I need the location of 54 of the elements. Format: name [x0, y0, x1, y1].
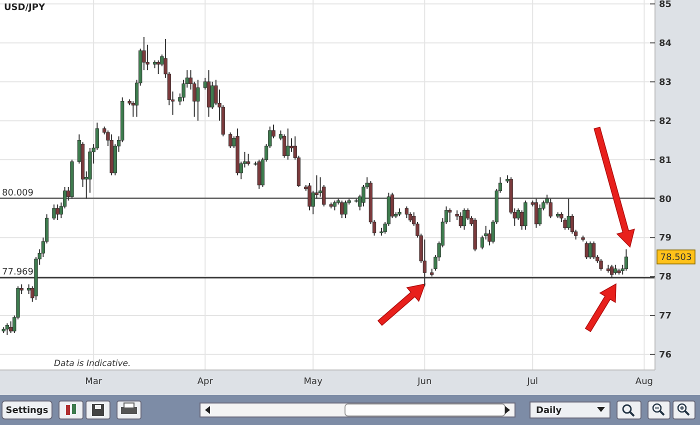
x-tick-label: Aug [635, 377, 653, 387]
ref-line-label: 77.969 [2, 268, 34, 278]
candlestick [257, 159, 261, 190]
y-tick-label: 78 [659, 272, 672, 283]
settings-button: Settings [2, 400, 52, 420]
candlestick [614, 264, 618, 276]
candlestick [308, 182, 312, 211]
dropdown: Daily [530, 402, 610, 418]
candlestick [26, 284, 31, 295]
y-tick-label: 82 [659, 116, 672, 127]
candlestick [538, 204, 542, 226]
y-tick-label: 76 [659, 350, 672, 361]
y-tick-label: 79 [659, 234, 672, 244]
y-tick-label: 77 [659, 312, 672, 322]
x-tick-label: Jul [526, 377, 538, 387]
candlestick [462, 208, 466, 230]
x-tick-label: May [304, 377, 324, 387]
candlestick [458, 212, 462, 228]
y-tick-label: 83 [659, 78, 672, 88]
candlestick [534, 198, 538, 228]
candlestick [548, 198, 552, 219]
candlestick [566, 198, 570, 230]
candlestick [340, 200, 344, 219]
x-tick-label: Jun [416, 377, 432, 387]
candlestick [404, 206, 408, 219]
candlestick [5, 322, 9, 336]
candlestick [156, 60, 160, 74]
x-tick-label: Mar [85, 377, 102, 387]
candlestick [52, 204, 56, 221]
y-tick-label: 84 [659, 38, 672, 49]
candlestick [210, 81, 214, 110]
candlestick [599, 258, 603, 272]
candlestick [592, 240, 596, 260]
candlestick [624, 248, 628, 272]
candlestick [344, 200, 348, 219]
ref-line-label: 80.009 [2, 188, 34, 198]
candlestick [584, 240, 588, 260]
y-tick-label: 81 [659, 156, 672, 166]
candlestick [448, 208, 452, 222]
annotation: Data is Indicative. [54, 359, 131, 369]
candlestick [56, 204, 60, 221]
y-tick-label: 80 [659, 194, 672, 205]
candlestick [524, 200, 528, 230]
candlestick [286, 128, 290, 160]
candlestick [228, 132, 232, 148]
y-tick-label: 85 [659, 0, 672, 10]
candlestick [196, 79, 200, 122]
candlestick [588, 240, 592, 260]
text: 78.503 [660, 253, 692, 264]
x-tick-label: Apr [197, 377, 214, 387]
candlestick [246, 153, 250, 166]
candlestick [8, 320, 13, 334]
candlestick [332, 200, 336, 211]
chart-title: USD/JPY [4, 3, 46, 13]
